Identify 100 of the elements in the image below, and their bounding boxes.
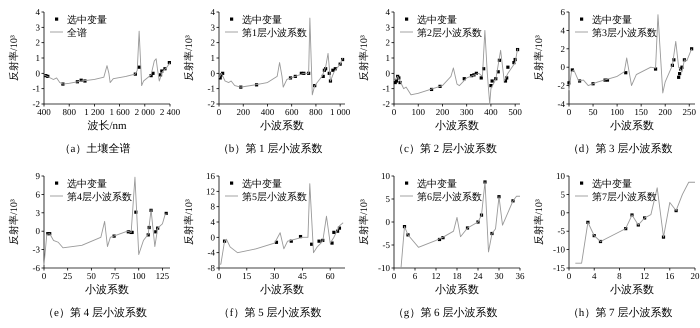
y-axis-title: 反射率/10³ bbox=[533, 35, 545, 81]
y-axis-title: 反射率/10³ bbox=[358, 35, 370, 81]
x-tick-label: 15 bbox=[242, 271, 252, 281]
y-tick-label: 2 bbox=[36, 38, 40, 48]
y-tick-label: 8 bbox=[210, 202, 216, 212]
x-tick-label: 150 bbox=[634, 107, 648, 117]
y-tick-label: 2 bbox=[210, 38, 215, 48]
y-tick-label: -2 bbox=[382, 99, 390, 109]
x-tick-label: 1 200 bbox=[84, 107, 106, 117]
text: （f）第 5 层小波系数 bbox=[218, 306, 322, 319]
x-tick-label: 16 bbox=[665, 271, 675, 281]
x-tick-label: 500 bbox=[508, 107, 522, 117]
y-axis-title: 反射率/10³ bbox=[8, 35, 20, 81]
y-tick-label: 5 bbox=[560, 189, 566, 200]
y-tick-label: 3 bbox=[386, 22, 390, 32]
y-tick-label: 4 bbox=[386, 7, 390, 17]
x-tick-label: 400 bbox=[260, 107, 275, 117]
y-tick-label: 3 bbox=[210, 22, 216, 32]
x-tick-label: 45 bbox=[298, 271, 308, 281]
x-tick-label: 2 400 bbox=[160, 107, 181, 117]
x-tick-label: 50 bbox=[588, 107, 598, 117]
x-tick-label: 250 bbox=[682, 107, 696, 117]
text: （d）第 3 层小波系数 bbox=[568, 142, 672, 155]
text: （c）第 2 层小波系数 bbox=[393, 142, 497, 155]
x-tick-label: 12 bbox=[640, 271, 650, 281]
y-axis-title: 反射率/10³ bbox=[8, 199, 20, 245]
text: （h）第 7 层小波系数 bbox=[568, 306, 672, 319]
text: （b）第 1 层小波系数 bbox=[218, 142, 322, 155]
y-tick-label: -10 bbox=[378, 263, 390, 273]
x-tick-label: 1 600 bbox=[109, 107, 130, 117]
x-tick-label: 600 bbox=[284, 107, 299, 117]
y-tick-label: -1 bbox=[208, 84, 215, 94]
y-tick-label: -1 bbox=[32, 84, 40, 94]
y-tick-label: -5 bbox=[382, 240, 390, 250]
x-tick-label: 36 bbox=[516, 271, 525, 281]
x-axis-title: 小波系数 bbox=[610, 283, 654, 296]
y-tick-label: 0 bbox=[36, 68, 40, 78]
legend-label: 第2层小波系数 bbox=[417, 27, 482, 39]
y-tick-label: 9 bbox=[36, 171, 40, 181]
x-tick-label: 200 bbox=[658, 107, 672, 117]
x-tick-label: 400 bbox=[484, 107, 498, 117]
text: （e）第 4 层小波系数 bbox=[43, 306, 147, 319]
legend-label: 选中变量 bbox=[242, 14, 282, 26]
x-tick-label: 2 000 bbox=[134, 107, 156, 117]
text: （g）第 6 层小波系数 bbox=[392, 306, 498, 319]
y-axis-title: 反射率/10³ bbox=[358, 199, 370, 245]
y-tick-label: 2 bbox=[560, 44, 565, 54]
y-tick-label: 0 bbox=[36, 226, 40, 236]
x-tick-label: 60 bbox=[326, 271, 336, 281]
legend-label: 选中变量 bbox=[242, 178, 282, 190]
y-axis-title: 反射率/10³ bbox=[183, 35, 195, 81]
y-tick-label: -15 bbox=[553, 263, 566, 273]
legend-label: 选中变量 bbox=[417, 14, 457, 26]
y-tick-label: 1 bbox=[36, 53, 40, 63]
y-tick-label: 0 bbox=[560, 208, 566, 218]
x-tick-label: 25 bbox=[63, 271, 73, 281]
legend-label: 第7层小波系数 bbox=[592, 191, 657, 203]
x-tick-label: 800 bbox=[62, 107, 76, 117]
x-tick-label: 50 bbox=[86, 271, 96, 281]
y-tick-label: 0 bbox=[210, 232, 216, 242]
y-tick-label: 0 bbox=[210, 68, 216, 78]
y-tick-label: -4 bbox=[558, 99, 566, 109]
legend-label: 选中变量 bbox=[592, 14, 632, 26]
y-axis-title: 反射率/10³ bbox=[183, 199, 195, 245]
y-tick-label: 10 bbox=[556, 171, 566, 181]
legend-label: 第1层小波系数 bbox=[242, 27, 307, 39]
y-tick-label: 3 bbox=[36, 22, 40, 32]
x-tick-label: 400 bbox=[37, 107, 52, 117]
legend-label: 第6层小波系数 bbox=[417, 191, 482, 203]
x-tick-label: 24 bbox=[474, 271, 483, 281]
y-tick-label: -5 bbox=[558, 226, 566, 236]
x-tick-label: 30 bbox=[270, 271, 280, 281]
x-tick-label: 100 bbox=[411, 107, 426, 117]
x-axis-title: 小波系数 bbox=[260, 283, 304, 296]
legend-label: 选中变量 bbox=[417, 178, 457, 190]
y-tick-label: -1 bbox=[382, 84, 390, 94]
x-tick-label: 300 bbox=[460, 107, 474, 117]
text: （a）土壤全谱 bbox=[60, 142, 130, 155]
x-tick-label: 200 bbox=[236, 107, 250, 117]
x-tick-label: 20 bbox=[690, 271, 700, 281]
y-tick-label: 10 bbox=[381, 171, 390, 181]
x-tick-label: 1 000 bbox=[330, 107, 351, 117]
y-tick-label: -10 bbox=[553, 244, 566, 255]
legend-label: 全谱 bbox=[67, 27, 87, 39]
y-axis-title: 反射率/10³ bbox=[533, 199, 545, 245]
x-tick-label: 30 bbox=[494, 271, 504, 281]
y-tick-label: 12 bbox=[206, 186, 215, 196]
x-axis-title: 小波系数 bbox=[85, 283, 129, 296]
y-tick-label: 0 bbox=[386, 217, 390, 227]
x-axis-title: 波长/nm bbox=[87, 119, 127, 132]
y-tick-label: 4 bbox=[36, 7, 40, 17]
legend-label: 第5层小波系数 bbox=[242, 191, 307, 203]
y-tick-label: 5 bbox=[386, 194, 390, 204]
y-tick-label: -2 bbox=[208, 99, 215, 109]
legend-label: 选中变量 bbox=[592, 178, 632, 190]
x-axis-title: 小波系数 bbox=[435, 283, 479, 296]
legend-label: 选中变量 bbox=[67, 14, 107, 26]
y-tick-label: 1 bbox=[386, 53, 390, 63]
y-tick-label: 6 bbox=[560, 7, 566, 17]
legend-label: 选中变量 bbox=[67, 178, 107, 190]
